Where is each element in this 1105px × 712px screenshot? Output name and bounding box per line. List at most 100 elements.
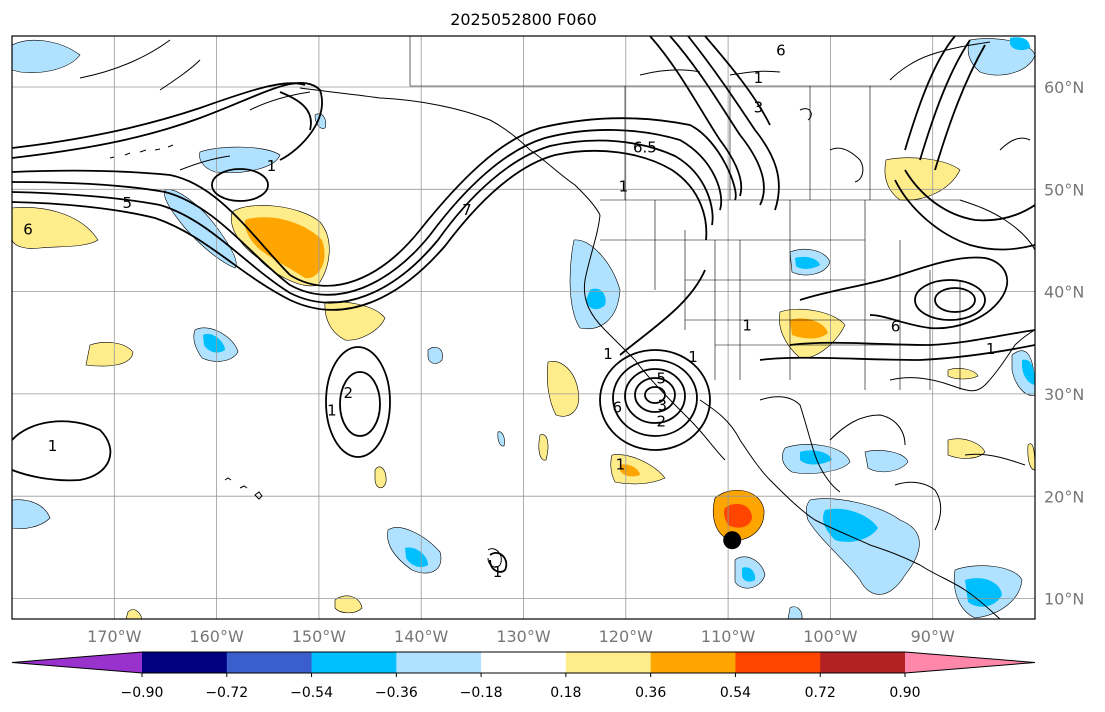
- lat-tick-label: 60°N: [1044, 78, 1084, 97]
- colorbar-tick-label: −0.36: [375, 685, 418, 701]
- anomaly-negative: [965, 578, 1002, 607]
- contour-label: 1: [619, 177, 629, 195]
- colorbar-tick-label: −0.18: [460, 685, 503, 701]
- anomaly-negative: [497, 431, 505, 447]
- storm-center-marker: [723, 531, 742, 550]
- lat-tick-label: 50°N: [1044, 180, 1084, 199]
- anomaly-negative: [823, 508, 878, 542]
- colorbar-segment: [735, 652, 821, 673]
- anomaly-negative: [12, 499, 51, 529]
- colorbar-tick-label: 0.36: [635, 685, 666, 701]
- contour-label: 6.5: [633, 139, 657, 157]
- contour-label: 6: [891, 318, 901, 336]
- anomaly-positive: [1027, 443, 1035, 471]
- contour-label: 2: [343, 384, 353, 402]
- lat-tick-label: 30°N: [1044, 385, 1084, 404]
- contour-label: 1: [616, 456, 626, 474]
- colorbar: −0.90 −0.72 −0.54 −0.36 −0.18 0.18 0.36 0.54 0.7…: [11, 651, 1036, 701]
- colorbar-segment: [311, 652, 397, 673]
- colorbar-segment: [142, 652, 228, 673]
- contour-label: 1: [327, 401, 337, 419]
- anomaly-negative: [795, 256, 820, 269]
- colorbar-tick-label: 0.72: [805, 685, 836, 701]
- lat-tick-label: 20°N: [1044, 487, 1084, 506]
- contour-label: 1: [754, 69, 764, 87]
- anomaly-positive: [12, 207, 99, 249]
- lon-tick-label: 110°W: [701, 627, 756, 646]
- anomaly-negative: [1022, 359, 1035, 385]
- anomaly-positive: [620, 464, 640, 477]
- anomaly-positive: [538, 434, 549, 461]
- contour-label: 1: [267, 157, 277, 175]
- anomaly-negative: [405, 547, 428, 568]
- contour-label: 5: [122, 194, 132, 212]
- latitude-tick-labels: 10°N 20°N 30°N 40°N 50°N 60°N: [1044, 78, 1084, 608]
- anomaly-positive: [244, 217, 325, 279]
- anomaly-negative: [12, 39, 81, 73]
- anomaly-negative: [586, 288, 606, 310]
- contour-label: 3: [658, 396, 668, 414]
- anomaly-negative: [427, 347, 443, 364]
- map-title: 2025052800 F060: [450, 10, 597, 29]
- contour-label: 1: [603, 345, 613, 363]
- anomaly-negative: [569, 239, 621, 330]
- lon-tick-label: 130°W: [496, 627, 551, 646]
- lat-tick-label: 10°N: [1044, 590, 1084, 609]
- colorbar-tick-label: 0.18: [550, 685, 581, 701]
- anomaly-positive: [85, 342, 134, 367]
- lon-tick-label: 100°W: [803, 627, 858, 646]
- lon-tick-label: 170°W: [87, 627, 142, 646]
- colorbar-extend-low: [12, 652, 142, 673]
- contour-label: 1: [742, 317, 752, 335]
- contour-label: 6: [613, 398, 623, 416]
- anomaly-negative: [787, 606, 803, 619]
- anomaly-positive: [374, 466, 387, 489]
- anomaly-positive: [334, 595, 363, 614]
- lon-tick-label: 90°W: [911, 627, 955, 646]
- map-frame: [11, 35, 1036, 620]
- anomaly-positive: [947, 438, 986, 459]
- anomaly-positive: [947, 368, 979, 380]
- lon-tick-label: 160°W: [189, 627, 244, 646]
- contour-label: 1: [688, 348, 698, 366]
- contour-label: 6: [23, 220, 33, 238]
- contour-label: 2: [656, 413, 666, 431]
- contour-label: 1: [493, 563, 503, 581]
- anomaly-negative: [742, 567, 756, 582]
- anomaly-positive: [125, 609, 143, 619]
- colorbar-segment: [481, 652, 567, 673]
- contour-lines: [12, 36, 1035, 573]
- state-borders: [409, 36, 1035, 390]
- anomaly-negative: [864, 450, 909, 473]
- contour-label: 5: [656, 370, 666, 388]
- colorbar-segment: [820, 652, 906, 673]
- colorbar-segment: [396, 652, 482, 673]
- anomaly-positive: [610, 454, 666, 485]
- lon-tick-label: 140°W: [394, 627, 449, 646]
- colorbar-tick-label: 0.90: [889, 685, 920, 701]
- colorbar-tick-label: −0.54: [290, 685, 333, 701]
- anomaly-positive: [790, 318, 828, 339]
- anomaly-positive: [724, 503, 752, 528]
- anomaly-positive: [546, 361, 580, 417]
- anomaly-negative: [199, 146, 281, 173]
- anomaly-negative: [203, 333, 225, 353]
- lat-tick-label: 40°N: [1044, 283, 1084, 302]
- colorbar-segment: [650, 652, 736, 673]
- gridlines: [12, 36, 1035, 619]
- lon-tick-label: 120°W: [599, 627, 654, 646]
- colorbar-tick-label: 0.54: [720, 685, 751, 701]
- contour-label: 3: [754, 99, 764, 117]
- contour-label: 7: [462, 201, 472, 219]
- contour-label: 1: [986, 340, 996, 358]
- contour-label: 6: [776, 41, 786, 59]
- colorbar-extend-high: [905, 652, 1035, 673]
- longitude-tick-labels: 170°W 160°W 150°W 140°W 130°W 120°W 110°W 100°W…: [87, 627, 955, 646]
- anomaly-negative: [1010, 37, 1030, 51]
- colorbar-tick-label: −0.90: [121, 685, 164, 701]
- anomaly-positive: [324, 301, 386, 341]
- colorbar-tick-label: −0.72: [205, 685, 248, 701]
- colorbar-segment: [226, 652, 313, 673]
